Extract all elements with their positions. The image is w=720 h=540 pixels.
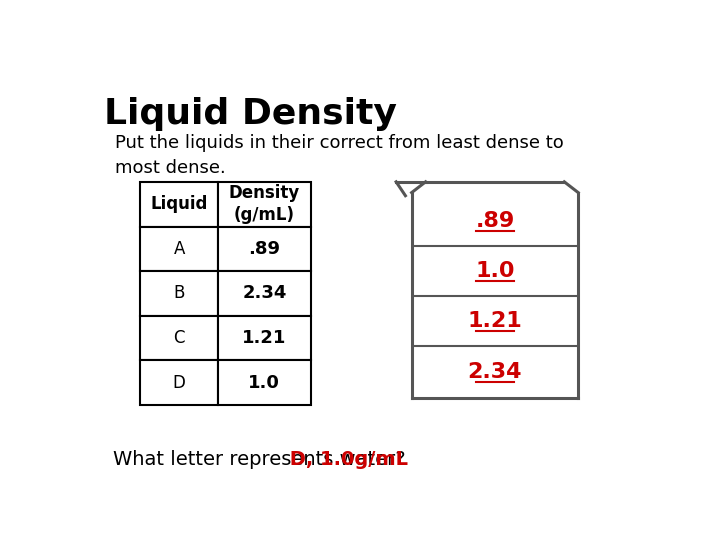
Bar <box>218 271 311 316</box>
Bar <box>140 271 218 316</box>
Text: A: A <box>174 240 185 258</box>
Text: What letter represents water?: What letter represents water? <box>113 450 406 469</box>
Bar <box>140 316 218 361</box>
Text: Liquid: Liquid <box>150 195 208 213</box>
Text: D, 1.0g/mL: D, 1.0g/mL <box>283 450 408 469</box>
Text: 1.21: 1.21 <box>467 311 522 332</box>
Bar <box>140 226 218 271</box>
Text: Density
(g/mL): Density (g/mL) <box>229 184 300 224</box>
Text: 2.34: 2.34 <box>468 362 522 382</box>
Bar <box>218 316 311 361</box>
Bar <box>140 361 218 405</box>
Text: B: B <box>174 285 185 302</box>
Bar <box>140 182 218 226</box>
Text: 2.34: 2.34 <box>242 285 287 302</box>
Bar <box>218 182 311 226</box>
Text: Liquid Density: Liquid Density <box>104 97 397 131</box>
Text: D: D <box>173 374 186 392</box>
Text: .89: .89 <box>248 240 280 258</box>
Text: 1.0: 1.0 <box>248 374 280 392</box>
Text: Put the liquids in their correct from least dense to
most dense.: Put the liquids in their correct from le… <box>114 134 564 177</box>
Text: 1.0: 1.0 <box>475 261 515 281</box>
Text: .89: .89 <box>475 211 515 231</box>
Text: 1.21: 1.21 <box>242 329 287 347</box>
Text: C: C <box>174 329 185 347</box>
Bar <box>218 226 311 271</box>
Bar <box>218 361 311 405</box>
